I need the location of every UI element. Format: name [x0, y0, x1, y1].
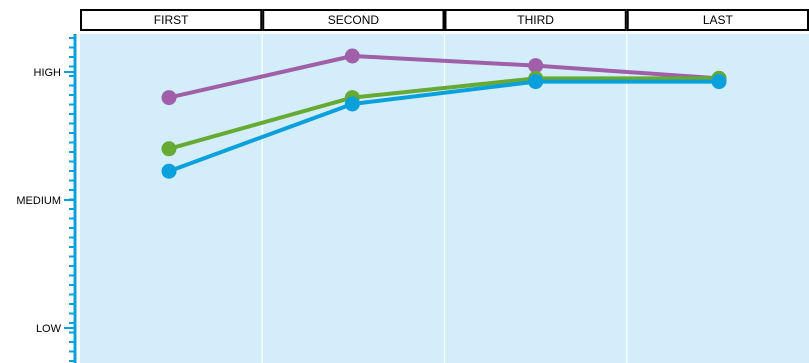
data-point — [344, 48, 360, 64]
category-header-cell-third: THIRD — [444, 9, 627, 31]
category-label-last: LAST — [703, 13, 734, 27]
y-tick-label-low: LOW — [36, 323, 62, 335]
data-point — [528, 74, 544, 90]
series-line — [167, 79, 721, 174]
data-point — [161, 163, 177, 179]
category-header-cell-last: LAST — [626, 9, 809, 31]
data-point — [528, 58, 544, 74]
category-header: FIRST SECOND THIRD LAST — [80, 9, 809, 31]
y-axis: HIGH MEDIUM LOW — [16, 34, 77, 363]
category-header-cell-first: FIRST — [80, 9, 263, 31]
series-3 — [161, 74, 727, 179]
category-label-third: THIRD — [517, 13, 554, 27]
data-point — [161, 141, 177, 157]
series-line — [167, 76, 721, 151]
category-header-box — [626, 9, 809, 31]
series-line — [167, 54, 721, 100]
category-label-second: SECOND — [328, 13, 380, 27]
category-header-box — [444, 9, 627, 31]
y-tick-label-medium: MEDIUM — [16, 195, 61, 207]
y-axis-ticks — [64, 37, 76, 362]
y-tick-label-high: HIGH — [34, 67, 62, 79]
category-header-cell-second: SECOND — [262, 9, 445, 31]
data-point — [344, 96, 360, 112]
series-layer — [161, 48, 727, 179]
data-point — [161, 90, 177, 106]
category-header-box — [80, 9, 263, 31]
category-header-box — [262, 9, 445, 31]
category-label-first: FIRST — [154, 13, 189, 27]
data-point — [711, 74, 727, 90]
